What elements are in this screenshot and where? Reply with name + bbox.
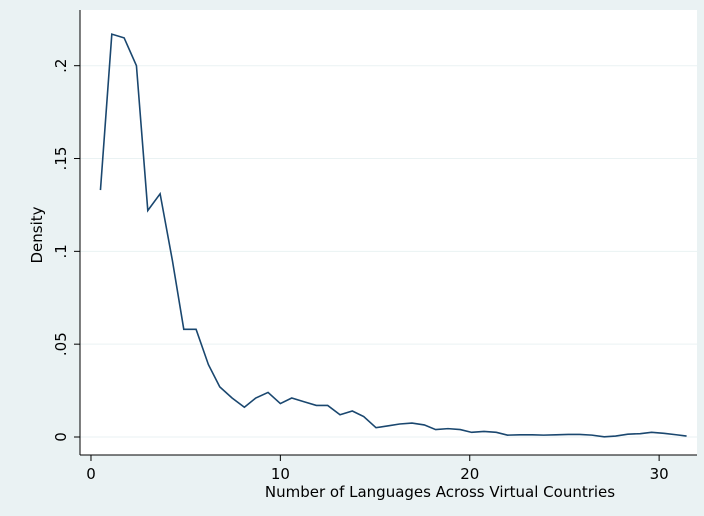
x-tick-label: 30 — [650, 465, 669, 483]
y-tick-label: 0 — [52, 432, 70, 442]
x-tick-label: 20 — [460, 465, 479, 483]
y-tick-label: .15 — [52, 147, 70, 171]
plot-area — [80, 10, 697, 455]
y-tick-label: .05 — [52, 332, 70, 356]
y-tick-label: .1 — [52, 244, 70, 258]
density-line — [99, 33, 687, 438]
x-axis-title: Number of Languages Across Virtual Count… — [265, 483, 615, 501]
x-tick-label: 10 — [271, 465, 290, 483]
y-axis-title: Density — [28, 206, 46, 263]
x-tick-label: 0 — [86, 465, 96, 483]
y-tick-label: .2 — [52, 59, 70, 73]
